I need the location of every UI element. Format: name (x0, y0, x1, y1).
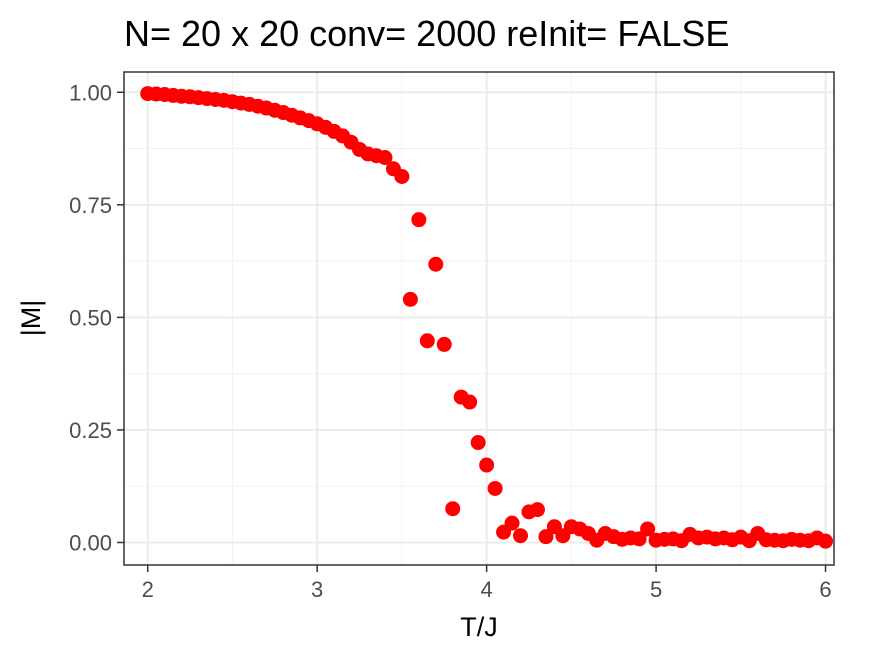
y-axis: 0.00 0.25 0.50 0.75 1.00 (69, 80, 124, 555)
data-point (479, 457, 495, 473)
y-axis-title: |M| (16, 300, 46, 337)
data-point (538, 529, 554, 545)
x-tick-label: 3 (311, 577, 323, 602)
chart-title: N= 20 x 20 conv= 2000 reInit= FALSE (124, 13, 729, 54)
x-tick-label: 6 (819, 577, 831, 602)
y-tick-label: 1.00 (69, 80, 112, 105)
data-point (470, 435, 486, 451)
data-points (140, 86, 834, 549)
y-tick-label: 0.50 (69, 305, 112, 330)
y-tick-label: 0.25 (69, 418, 112, 443)
x-tick-label: 2 (142, 577, 154, 602)
x-tick-label: 4 (481, 577, 493, 602)
x-axis-title: T/J (460, 612, 498, 642)
plot-panel-background (124, 72, 834, 565)
data-point (428, 256, 444, 272)
data-point (462, 394, 478, 410)
data-point (640, 521, 656, 537)
data-point (818, 533, 834, 549)
data-point (513, 528, 529, 544)
x-tick-label: 5 (650, 577, 662, 602)
data-point (487, 480, 503, 496)
data-point (377, 150, 393, 166)
data-point (394, 168, 410, 184)
y-tick-label: 0.00 (69, 530, 112, 555)
y-tick-label: 0.75 (69, 193, 112, 218)
data-point (504, 515, 520, 531)
data-point (419, 333, 435, 349)
data-point (631, 531, 647, 547)
data-point (529, 502, 545, 518)
data-point (402, 291, 418, 307)
plot-panel-border (123, 71, 835, 566)
x-axis: 2 3 4 5 6 (142, 565, 832, 602)
data-point (436, 336, 452, 352)
data-point (445, 501, 461, 517)
data-point (411, 212, 427, 228)
